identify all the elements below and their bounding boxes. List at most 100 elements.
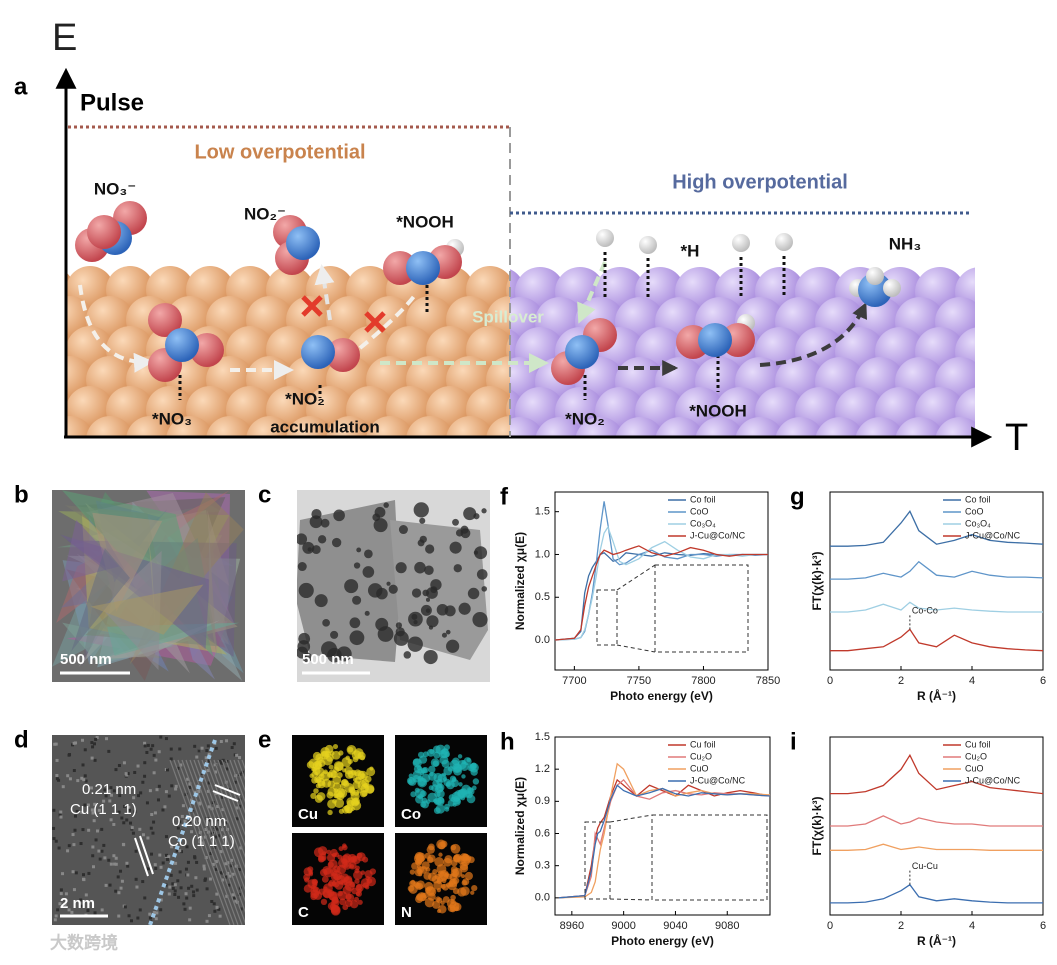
tem-dot xyxy=(414,561,426,574)
hrtem-noise xyxy=(58,902,62,906)
map-signal xyxy=(424,897,435,908)
hrtem-noise xyxy=(188,918,192,922)
hrtem-noise xyxy=(113,862,117,866)
hrtem-noise xyxy=(149,747,153,751)
lattice-fringe xyxy=(197,759,245,892)
y-axis-title: FT(χ(k)·k³) xyxy=(810,552,824,611)
hrtem-noise xyxy=(215,905,219,909)
hrtem-noise xyxy=(231,893,235,897)
inset-box xyxy=(651,814,768,901)
map-signal xyxy=(454,906,459,912)
hrtem-noise xyxy=(207,759,211,763)
watermark: 大数跨境 xyxy=(50,932,118,952)
hrtem-noise xyxy=(91,811,95,815)
map-label: Cu xyxy=(298,806,318,823)
hrtem-noise xyxy=(146,836,150,840)
hrtem-noise xyxy=(169,873,173,877)
lattice-label: 0.21 nm xyxy=(82,781,136,798)
map-signal xyxy=(354,878,360,884)
cu-atom xyxy=(126,416,174,437)
map-signal xyxy=(314,794,323,803)
hrtem-noise xyxy=(87,871,91,875)
lattice-label: Co (1 1 1) xyxy=(168,833,235,850)
map-signal xyxy=(416,892,427,902)
hrtem-noise xyxy=(194,876,198,880)
hrtem-noise xyxy=(129,919,133,923)
hrtem-noise xyxy=(214,860,218,864)
map-signal xyxy=(412,758,422,768)
nitrogen-atom xyxy=(565,335,599,369)
hrtem-noise xyxy=(186,873,190,877)
hrtem-noise xyxy=(123,804,127,808)
hrtem-noise xyxy=(152,911,156,915)
map-signal xyxy=(427,854,436,863)
legend-label: CuO xyxy=(690,763,709,773)
hrtem-noise xyxy=(227,883,231,887)
species-label: *NO₃ xyxy=(152,409,192,428)
hrtem-noise xyxy=(123,905,127,909)
map-signal xyxy=(414,859,421,865)
hrtem-noise xyxy=(152,753,156,757)
hrtem-noise xyxy=(104,794,108,798)
map-signal xyxy=(459,861,468,871)
hrtem-noise xyxy=(211,862,215,866)
panel-label: c xyxy=(258,481,271,508)
co-atom xyxy=(535,417,585,437)
hrtem-noise xyxy=(143,744,147,748)
hrtem-noise xyxy=(120,879,124,883)
tem-dot xyxy=(446,639,460,653)
legend-label: J-Cu@Co/NC xyxy=(690,775,746,785)
hrtem-noise xyxy=(80,810,84,814)
co-atom xyxy=(975,357,1025,407)
series-line xyxy=(830,560,1044,580)
hrtem-noise xyxy=(141,880,145,884)
lattice-fringe xyxy=(213,759,245,848)
hrtem-noise xyxy=(229,858,233,862)
map-signal xyxy=(354,769,362,777)
hrtem-noise xyxy=(54,839,58,843)
map-signal xyxy=(435,804,446,814)
map-signal xyxy=(433,797,442,806)
hrtem-noise xyxy=(95,736,99,740)
hrtem-noise xyxy=(174,784,178,788)
tem-dot xyxy=(298,582,314,599)
hrtem-noise xyxy=(168,885,172,889)
hrtem-noise xyxy=(235,817,239,821)
hrtem-noise xyxy=(174,861,178,865)
map-signal xyxy=(461,853,470,862)
hrtem-noise xyxy=(174,787,178,791)
hrtem-noise xyxy=(70,910,74,914)
inset-region xyxy=(596,589,618,646)
hrtem-noise xyxy=(178,747,182,751)
lattice-fringe xyxy=(233,759,245,793)
hrtem-noise xyxy=(105,737,109,741)
hrtem-noise xyxy=(127,914,131,918)
x-tick-label: 7700 xyxy=(562,675,586,687)
species-label: NO₃⁻ xyxy=(94,179,136,198)
tem-dot xyxy=(376,587,388,600)
tem-dot xyxy=(467,587,480,600)
hrtem-noise xyxy=(149,852,153,856)
y-axis-title: Pulse xyxy=(80,89,144,116)
lattice-label: 0.20 nm xyxy=(172,813,226,830)
hrtem-noise xyxy=(152,820,156,824)
species-label: Spillover xyxy=(472,307,544,326)
x-tick-label: 9000 xyxy=(611,920,635,932)
panel-label: e xyxy=(258,726,271,753)
map-signal xyxy=(364,870,373,879)
hrtem-noise xyxy=(169,757,173,761)
hrtem-noise xyxy=(221,878,225,882)
map-signal xyxy=(418,872,423,877)
tem-dot xyxy=(441,632,447,638)
hrtem-noise xyxy=(186,777,190,781)
hrtem-noise xyxy=(180,850,184,854)
x-axis-title: R (Å⁻¹) xyxy=(917,688,956,703)
annotation: Cu-Cu xyxy=(912,861,938,871)
hrtem-noise xyxy=(68,753,72,757)
map-signal xyxy=(428,765,436,774)
map-signal xyxy=(445,781,452,787)
region-label: High overpotential xyxy=(672,171,848,193)
map-signal xyxy=(423,872,432,880)
map-signal xyxy=(352,777,358,782)
